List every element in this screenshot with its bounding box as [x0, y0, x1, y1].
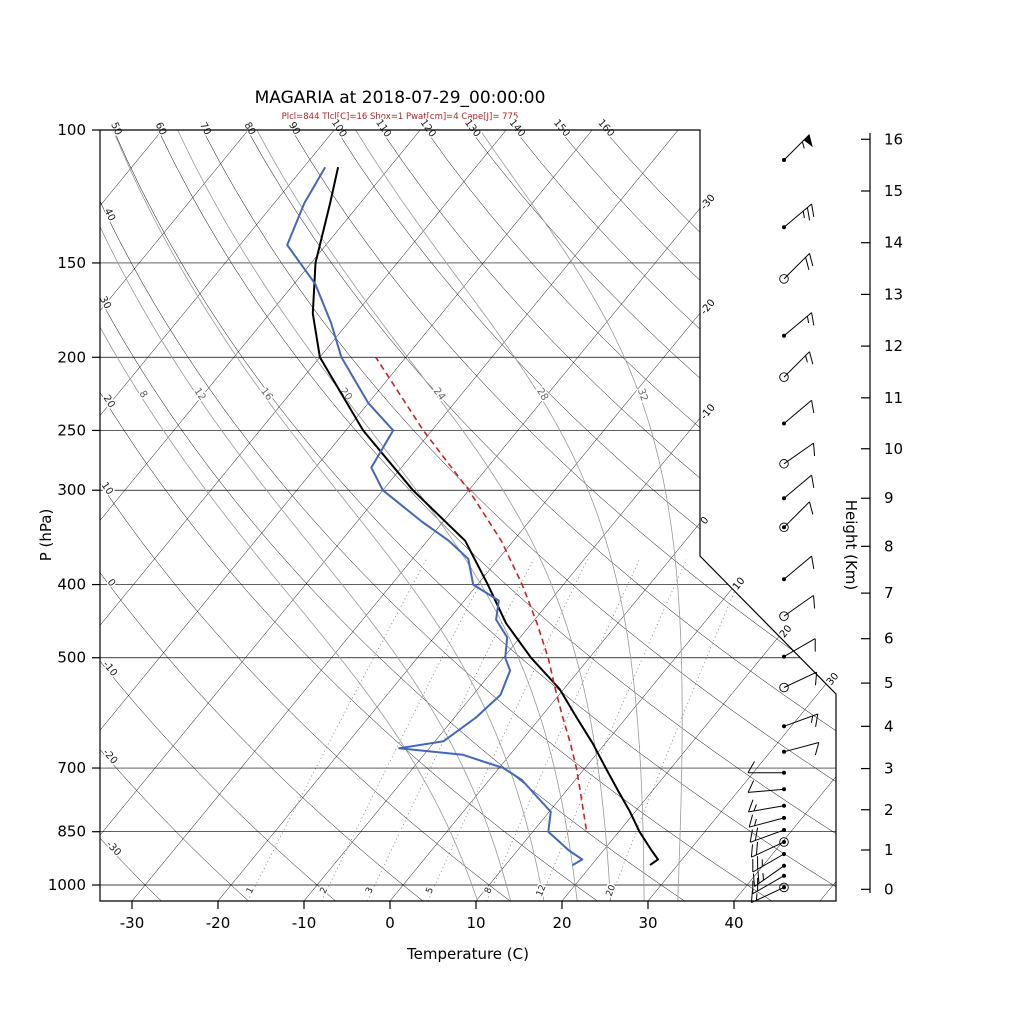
svg-text:20: 20 — [552, 914, 571, 932]
svg-text:24: 24 — [431, 386, 447, 403]
svg-text:6: 6 — [884, 630, 894, 648]
svg-text:-30: -30 — [120, 914, 145, 932]
svg-text:12: 12 — [191, 386, 207, 403]
svg-text:13: 13 — [884, 285, 903, 303]
svg-text:90: 90 — [286, 120, 302, 137]
svg-text:5: 5 — [884, 674, 894, 692]
svg-text:0: 0 — [884, 880, 894, 898]
svg-text:5: 5 — [425, 886, 436, 895]
svg-text:-30: -30 — [699, 193, 718, 213]
svg-text:20: 20 — [101, 393, 117, 410]
svg-text:7: 7 — [884, 584, 894, 602]
temperature-curve — [311, 166, 659, 866]
plot-background — [100, 130, 836, 901]
svg-text:12: 12 — [884, 337, 903, 355]
svg-text:150: 150 — [551, 118, 572, 140]
svg-text:8: 8 — [884, 537, 894, 555]
svg-text:4: 4 — [884, 717, 894, 735]
svg-text:20: 20 — [605, 883, 619, 898]
svg-text:8: 8 — [483, 886, 495, 895]
svg-text:0: 0 — [385, 914, 395, 932]
svg-text:0: 0 — [699, 515, 712, 527]
svg-text:250: 250 — [57, 421, 86, 439]
svg-text:70: 70 — [197, 121, 213, 137]
svg-text:1000: 1000 — [48, 876, 86, 894]
svg-text:100: 100 — [329, 118, 349, 140]
svg-text:16: 16 — [884, 130, 903, 148]
svg-text:80: 80 — [242, 121, 258, 138]
svg-text:30: 30 — [97, 295, 113, 311]
svg-text:60: 60 — [153, 121, 168, 137]
dewpoint-curve — [286, 166, 584, 866]
svg-text:-10: -10 — [699, 402, 718, 422]
svg-text:1: 1 — [884, 841, 894, 859]
svg-text:11: 11 — [884, 389, 903, 407]
wind-barb-column — [747, 134, 820, 904]
svg-text:2: 2 — [884, 801, 894, 819]
mixing-ratio-lines — [247, 558, 749, 901]
svg-text:500: 500 — [57, 649, 86, 667]
svg-text:-10: -10 — [100, 659, 119, 679]
sounding-curves — [286, 166, 659, 866]
svg-text:10: 10 — [466, 914, 485, 932]
moist-adiabat-lines — [100, 130, 683, 901]
temperature-axis: -30 -20 -10 0 10 20 30 40 — [120, 901, 744, 932]
svg-text:14: 14 — [884, 234, 903, 252]
svg-text:9: 9 — [884, 489, 894, 507]
svg-text:10: 10 — [99, 480, 115, 497]
chart-subtitle: Plcl=844 Tlcl[C]=16 Shox=1 Pwat[cm]=4 Ca… — [281, 112, 519, 122]
temperature-axis-label: Temperature (C) — [407, 945, 529, 963]
pressure-gridlines — [100, 130, 836, 886]
svg-text:30: 30 — [638, 914, 657, 932]
svg-text:100: 100 — [57, 121, 86, 139]
svg-text:40: 40 — [724, 914, 743, 932]
svg-text:3: 3 — [884, 760, 894, 778]
svg-text:300: 300 — [57, 481, 86, 499]
svg-text:-10: -10 — [292, 914, 317, 932]
svg-text:28: 28 — [534, 386, 550, 403]
svg-text:150: 150 — [57, 254, 86, 272]
svg-text:120: 120 — [418, 118, 438, 140]
svg-text:140: 140 — [506, 118, 527, 140]
pressure-axis: 100 150 200 250 300 400 500 700 850 1000 — [48, 121, 100, 894]
svg-text:10: 10 — [884, 440, 903, 458]
svg-text:-20: -20 — [100, 747, 119, 767]
svg-text:32: 32 — [635, 387, 650, 403]
plot-frame — [99, 129, 837, 902]
svg-text:110: 110 — [373, 118, 393, 140]
svg-text:130: 130 — [462, 118, 482, 140]
svg-text:-20: -20 — [699, 297, 718, 317]
svg-text:2: 2 — [319, 886, 330, 896]
svg-text:12: 12 — [535, 884, 549, 898]
dry-adiabat-lines — [100, 130, 836, 901]
svg-text:200: 200 — [57, 348, 86, 366]
svg-text:50: 50 — [108, 121, 123, 137]
svg-text:160: 160 — [595, 118, 616, 140]
parcel-curve — [375, 356, 588, 830]
svg-text:700: 700 — [57, 759, 86, 777]
svg-text:3: 3 — [364, 886, 375, 895]
svg-text:400: 400 — [57, 576, 86, 594]
svg-text:1: 1 — [245, 886, 257, 896]
svg-text:-20: -20 — [206, 914, 231, 932]
svg-text:15: 15 — [884, 182, 903, 200]
svg-text:16: 16 — [258, 386, 274, 403]
chart-title: MAGARIA at 2018-07-29_00:00:00 — [254, 88, 546, 108]
svg-text:850: 850 — [57, 823, 86, 841]
svg-text:-30: -30 — [104, 839, 123, 858]
